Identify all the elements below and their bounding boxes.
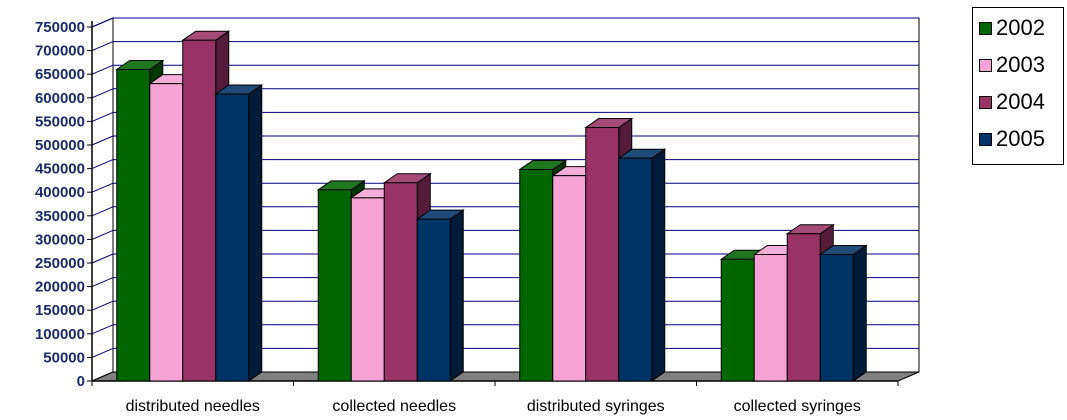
gridline-side xyxy=(91,135,114,146)
y-tick-label: 250000 xyxy=(35,255,85,272)
gridline-side xyxy=(91,324,114,335)
gridline-side xyxy=(91,88,114,99)
bars xyxy=(115,30,868,382)
y-tick-label: 150000 xyxy=(35,302,85,319)
legend-swatch xyxy=(979,21,992,35)
gridline-side xyxy=(91,277,114,288)
y-tick-label: 300000 xyxy=(35,231,85,248)
gridline-side xyxy=(91,17,114,28)
gridline-side xyxy=(91,206,114,217)
legend-label: 2002 xyxy=(996,15,1045,40)
gridline-side xyxy=(91,41,114,52)
gridline-side xyxy=(91,111,114,122)
x-tick-label: collected syringes xyxy=(734,398,861,415)
gridline-side xyxy=(91,159,114,170)
y-tick-label: 0 xyxy=(77,373,85,390)
legend-item-2004: 2004 xyxy=(979,87,1045,117)
legend-label: 2003 xyxy=(996,52,1045,77)
x-tick-labels: distributed needles collected needles dist… xyxy=(126,398,861,415)
y-tick-label: 750000 xyxy=(35,19,85,36)
y-tick-label: 550000 xyxy=(35,113,85,130)
y-tick-label: 200000 xyxy=(35,279,85,296)
gridline-side xyxy=(91,300,114,311)
bar-2005-distributed-syringes xyxy=(617,148,667,382)
y-tick-label: 600000 xyxy=(35,90,85,107)
legend-item-2003: 2003 xyxy=(979,50,1045,80)
y-tick-label: 400000 xyxy=(35,184,85,201)
legend-item-2005: 2005 xyxy=(979,124,1045,154)
gridline-side xyxy=(91,347,114,358)
bar-2005-collected-needles xyxy=(415,209,465,382)
legend-swatch xyxy=(979,132,992,146)
bar-2005-collected-syringes xyxy=(818,244,868,382)
legend-swatch xyxy=(979,58,992,72)
gridline-side xyxy=(91,253,114,264)
y-tick-label: 700000 xyxy=(35,43,85,60)
y-tick-label: 500000 xyxy=(35,137,85,154)
legend: 2002 2003 2004 2005 xyxy=(972,7,1064,165)
legend-swatch xyxy=(979,95,992,109)
legend-item-2002: 2002 xyxy=(979,13,1045,43)
y-tick-labels: 0 50000 100000 150000 200000 250000 300000 3500… xyxy=(35,19,85,390)
y-tick-label: 650000 xyxy=(35,66,85,83)
legend-label: 2005 xyxy=(996,126,1045,151)
bar-2005-distributed-needles xyxy=(214,84,264,382)
y-tick-label: 100000 xyxy=(35,326,85,343)
gridline-side xyxy=(91,182,114,193)
x-tick-label: collected needles xyxy=(332,398,456,415)
gridline-side xyxy=(91,64,114,75)
legend-label: 2004 xyxy=(996,89,1045,114)
y-tick-label: 50000 xyxy=(43,349,85,366)
x-tick-label: distributed syringes xyxy=(527,398,665,415)
gridline-side xyxy=(91,229,114,240)
y-tick-label: 450000 xyxy=(35,161,85,178)
y-tick-label: 350000 xyxy=(35,208,85,225)
x-tick-label: distributed needles xyxy=(126,398,260,415)
